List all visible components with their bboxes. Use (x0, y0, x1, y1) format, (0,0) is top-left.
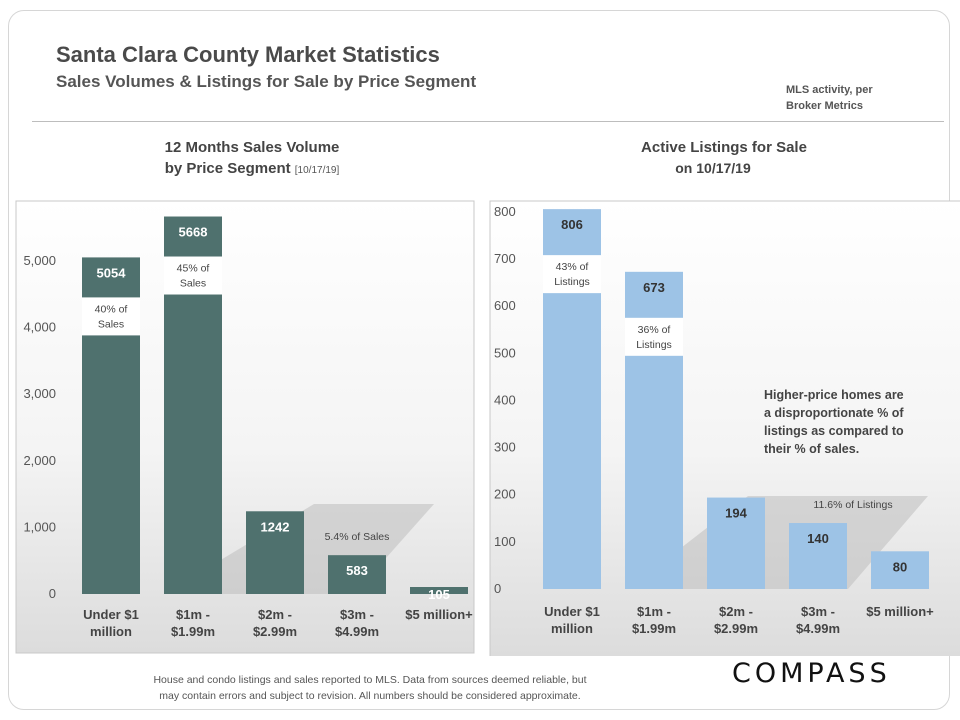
bar (789, 523, 847, 589)
sales-chart-date: [10/17/19] (294, 165, 340, 176)
x-tick-label: $1.99m (632, 621, 676, 636)
listings-chart-title: Active Listings for Sale on 10/17/19 (584, 137, 864, 179)
y-tick-label: 0 (49, 586, 56, 601)
bar-shadow (628, 496, 928, 589)
source-line-2: Broker Metrics (786, 100, 864, 112)
y-tick-label: 1,000 (23, 519, 56, 534)
listings-chart-title-line2: on 10/17/19 (675, 160, 751, 176)
callout-label: 36% of (638, 324, 671, 336)
x-tick-label: $4.99m (796, 621, 840, 636)
footer-line-1: House and condo listings and sales repor… (153, 674, 587, 686)
sales-volume-chart: 0 1,000 2,000 3,000 4,000 5,000 5054 Under $1 mi… (15, 200, 475, 654)
callout-box (164, 256, 222, 295)
x-tick-label: $5 million+ (405, 607, 473, 622)
callout-label: Listings (636, 339, 672, 351)
sales-chart-title: 12 Months Sales Volume by Price Segment … (112, 137, 392, 181)
callout-box (625, 317, 683, 356)
data-label: 5054 (97, 265, 127, 280)
annotation-line: a disproportionate % of (764, 406, 904, 420)
annotation: 11.6% of Listings (813, 499, 892, 511)
data-label: 194 (725, 506, 747, 521)
y-tick-label: 700 (494, 251, 516, 266)
data-label: 1242 (261, 519, 290, 534)
x-tick-label: $4.99m (335, 624, 379, 639)
callout-label: Sales (98, 318, 124, 330)
annotation: Higher-price homes are a disproportionate… (764, 388, 904, 456)
footer-line-2: may contain errors and subject to revisi… (159, 690, 581, 702)
bar (871, 551, 929, 589)
data-label: 806 (561, 217, 583, 232)
compass-logo: COMPASS (732, 658, 891, 689)
callout-label: Sales (180, 278, 206, 290)
y-tick-label: 500 (494, 345, 516, 360)
source-note: MLS activity, per Broker Metrics (786, 82, 906, 114)
y-tick-label: 200 (494, 487, 516, 502)
y-tick-label: 300 (494, 440, 516, 455)
y-tick-label: 4,000 (23, 320, 56, 335)
x-tick-label: Under $1 (544, 604, 600, 619)
data-label: 5668 (179, 225, 208, 240)
data-label: 105 (428, 587, 450, 602)
bar (246, 511, 304, 594)
annotation: 5.4% of Sales (325, 531, 390, 543)
x-tick-label: $3m - (340, 607, 374, 622)
x-tick-label: $2m - (258, 607, 292, 622)
y-tick-label: 5,000 (23, 253, 56, 268)
sales-chart-title-line2: by Price Segment [10/17/19] (112, 158, 392, 181)
x-tick-label: $1.99m (171, 624, 215, 639)
x-tick-label: million (90, 624, 132, 639)
data-label: 583 (346, 563, 368, 578)
x-tick-label: $1m - (637, 604, 671, 619)
page-subtitle: Sales Volumes & Listings for Sale by Pri… (56, 72, 477, 91)
header-divider (32, 121, 944, 122)
data-label: 80 (893, 559, 907, 574)
callout-label: 45% of (177, 263, 210, 275)
data-label: 673 (643, 280, 665, 295)
x-tick-label: $2.99m (253, 624, 297, 639)
callout-box (82, 297, 140, 336)
x-tick-label: million (551, 621, 593, 636)
sales-chart-title-text: by Price Segment (164, 160, 291, 177)
y-tick-label: 800 (494, 204, 516, 219)
y-tick-label: 0 (494, 581, 501, 596)
y-tick-label: 2,000 (23, 453, 56, 468)
annotation-line: Higher-price homes are (764, 388, 904, 402)
bar (410, 587, 468, 594)
x-tick-label: $2m - (719, 604, 753, 619)
x-tick-label: $5 million+ (866, 604, 934, 619)
callout-label: Listings (554, 276, 590, 288)
x-tick-label: $1m - (176, 607, 210, 622)
bar (328, 555, 386, 594)
page-title: Santa Clara County Market Statistics (56, 42, 440, 67)
footer-disclaimer: House and condo listings and sales repor… (90, 672, 650, 704)
listings-chart-title-line1: Active Listings for Sale (641, 139, 807, 156)
x-tick-label: $2.99m (714, 621, 758, 636)
x-tick-label: $3m - (801, 604, 835, 619)
callout-label: 40% of (95, 303, 128, 315)
callout-box (543, 255, 601, 294)
x-tick-label: Under $1 (83, 607, 139, 622)
data-label: 140 (807, 531, 829, 546)
source-line-1: MLS activity, per (786, 84, 873, 96)
active-listings-chart: 0 100 200 300 400 500 600 700 800 806 Under $1 mill… (489, 200, 960, 656)
y-tick-label: 600 (494, 298, 516, 313)
annotation-line: listings as compared to (764, 424, 904, 438)
y-tick-label: 400 (494, 392, 516, 407)
callout-label: 43% of (556, 261, 589, 273)
sales-chart-title-line1: 12 Months Sales Volume (164, 139, 340, 156)
bar (707, 497, 765, 589)
y-tick-label: 100 (494, 534, 516, 549)
annotation-line: their % of sales. (764, 442, 859, 456)
y-tick-label: 3,000 (23, 386, 56, 401)
